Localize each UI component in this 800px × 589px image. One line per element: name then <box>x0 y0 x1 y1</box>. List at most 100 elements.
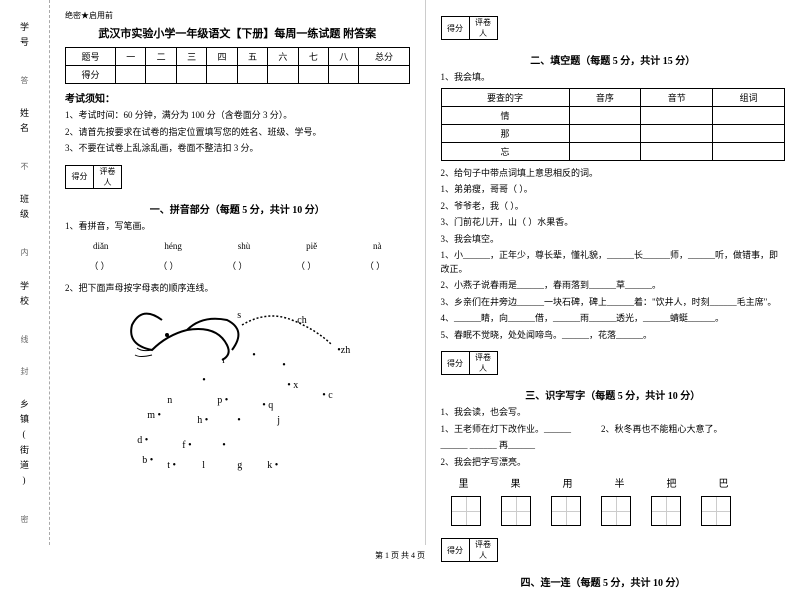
paren: （ ） <box>296 259 316 272</box>
q-line: 2、小燕子说春雨是______，春雨落到______草______。 <box>441 279 786 293</box>
part2-title: 二、填空题（每题 5 分，共计 15 分） <box>441 52 786 67</box>
dot-letter: p • <box>217 395 228 406</box>
th: 组词 <box>713 88 785 106</box>
dot-letter: d • <box>137 435 148 446</box>
dot-letter: g <box>237 460 242 471</box>
pinyin: piě <box>306 241 317 251</box>
th: 总分 <box>359 48 409 66</box>
score-summary-table: 题号 一 二 三 四 五 六 七 八 总分 得分 <box>65 47 410 84</box>
dot-letter: • c <box>322 390 332 401</box>
char-labels: 里 果 用 半 把 巴 <box>441 475 786 490</box>
paren: （ ） <box>158 259 178 272</box>
th: 八 <box>329 48 359 66</box>
dot-letter: f • <box>182 440 191 451</box>
part1-title: 一、拼音部分（每题 5 分，共计 10 分） <box>65 201 410 216</box>
pinyin: shù <box>238 241 251 251</box>
grader-cell: 评卷人 <box>94 165 122 188</box>
score-cell: 得分 <box>66 165 94 188</box>
notice-line: 3、不要在试卷上乱涂乱画，卷面不整洁扣 3 分。 <box>65 142 410 156</box>
side-marker: 线 <box>19 335 30 343</box>
side-marker: 不 <box>19 162 30 170</box>
q-line: 1、弟弟瘦，哥哥（ ）。 <box>441 183 786 197</box>
dot-letter: m • <box>147 410 161 421</box>
pinyin-row: diǎn héng shù piě nà <box>65 241 410 251</box>
char: 用 <box>563 475 573 490</box>
q-line: 5、春眠不觉晓，处处闻啼鸟。______，花落______。 <box>441 329 786 343</box>
writing-grid <box>451 496 481 526</box>
th: 四 <box>207 48 237 66</box>
row-label: 得分 <box>66 66 116 84</box>
score-box: 得分 评卷人 <box>441 16 498 46</box>
char: 果 <box>511 475 521 490</box>
connect-dots-figure: sch•zhr•••• x• cnp •• qm •h ••jd •f ••b … <box>107 300 367 480</box>
dot-letter: • q <box>262 400 273 411</box>
q-text: 1、看拼音，写笔画。 <box>65 220 410 234</box>
dot-letter: h • <box>197 415 208 426</box>
page-footer: 第 1 页 共 4 页 <box>0 550 800 561</box>
th: 三 <box>176 48 206 66</box>
side-label: 学号 <box>18 22 31 52</box>
q-line-row: 1、王老师在灯下改作业。______ 2、秋冬再也不能粗心大意了。 <box>441 423 786 437</box>
q-line: 3、乡亲们在井旁边______一块石碑，碑上______着："饮井人，时刻___… <box>441 296 786 310</box>
dot-letter: j <box>277 415 280 426</box>
q-text: 2、给句子中带点词填上意思相反的词。 <box>441 167 786 181</box>
q-line: 2、秋冬再也不能粗心大意了。 <box>601 423 723 437</box>
dot-letter: •zh <box>337 345 350 356</box>
th: 要查的字 <box>441 88 569 106</box>
notice-line: 2、请首先按要求在试卷的指定位置填写您的姓名、班级、学号。 <box>65 126 410 140</box>
q-text: 2、我会把字写漂亮。 <box>441 456 786 470</box>
paren: （ ） <box>227 259 247 272</box>
th: 音节 <box>641 88 713 106</box>
q-text: 1、我会读，也会写。 <box>441 406 786 420</box>
cell: 那 <box>441 124 569 142</box>
dot-letter: n <box>167 395 172 406</box>
q-line: 1、王老师在灯下改作业。______ <box>441 423 572 437</box>
score-box: 得分 评卷人 <box>65 165 122 195</box>
writing-grid <box>701 496 731 526</box>
right-column: 得分 评卷人 二、填空题（每题 5 分，共计 15 分） 1、我会填。 要查的字… <box>426 0 800 545</box>
dot-letter: k • <box>267 460 278 471</box>
side-label: 乡镇(街道) <box>18 399 31 491</box>
dot-letter: ch <box>297 315 306 326</box>
th: 音序 <box>569 88 641 106</box>
side-label: 姓名 <box>18 108 31 138</box>
paren-row: （ ） （ ） （ ） （ ） （ ） <box>65 259 410 272</box>
side-marker: 答 <box>19 76 30 84</box>
cell: 忘 <box>441 142 569 160</box>
dot-letter: l <box>202 460 205 471</box>
side-label: 学校 <box>18 281 31 311</box>
q-line: ______ ______ 再______ <box>441 439 786 453</box>
writing-grid-row <box>441 496 786 526</box>
side-label: 班级 <box>18 194 31 224</box>
th: 一 <box>115 48 145 66</box>
q-line: 2、爷爷老，我（ ）。 <box>441 200 786 214</box>
th: 七 <box>298 48 328 66</box>
dot-letter: b • <box>142 455 153 466</box>
paren: （ ） <box>365 259 385 272</box>
dot-letter: • <box>282 360 286 371</box>
q-line: 4、______睛，向______借，______雨______透光，_____… <box>441 312 786 326</box>
exam-title: 武汉市实验小学一年级语文【下册】每周一练试题 附答案 <box>65 25 410 41</box>
grader-cell: 评卷人 <box>469 352 497 375</box>
th: 题号 <box>66 48 116 66</box>
dot-letter: s <box>237 310 241 321</box>
q-line: 1、小______，正年少，尊长辈，懂礼貌，______长______师，___… <box>441 249 786 276</box>
writing-grid <box>551 496 581 526</box>
writing-grid <box>601 496 631 526</box>
th: 五 <box>237 48 267 66</box>
grader-cell: 评卷人 <box>469 17 497 40</box>
binding-margin: 学号 答 姓名 不 班级 内 学校 线 封 乡镇(街道) 密 <box>0 0 50 545</box>
char: 半 <box>615 475 625 490</box>
dot-letter: t • <box>167 460 176 471</box>
dot-letter: • x <box>287 380 298 391</box>
score-cell: 得分 <box>441 352 469 375</box>
pinyin: diǎn <box>93 241 109 251</box>
dot-letter: • <box>252 350 256 361</box>
dot-letter: • <box>222 440 226 451</box>
pinyin: héng <box>164 241 182 251</box>
lookup-table: 要查的字 音序 音节 组词 情 那 忘 <box>441 88 786 161</box>
side-marker: 内 <box>19 248 30 256</box>
writing-grid <box>651 496 681 526</box>
th: 六 <box>268 48 298 66</box>
char: 把 <box>667 475 677 490</box>
